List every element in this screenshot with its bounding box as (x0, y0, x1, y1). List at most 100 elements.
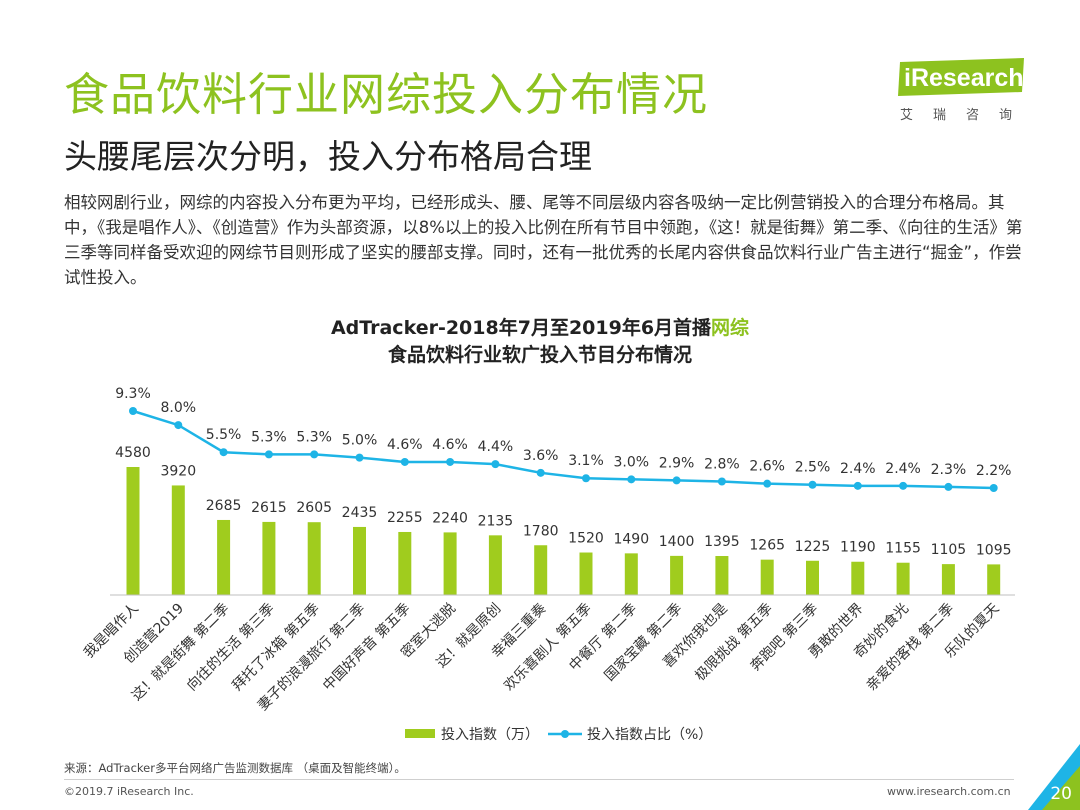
line-value-label: 5.3% (296, 429, 332, 445)
chart-title-main: AdTracker-2018年7月至2019年6月首播 (330, 317, 712, 339)
line-layer (129, 407, 998, 492)
category-label: 中国好声音 第五季 (319, 600, 413, 694)
line-point (129, 407, 137, 415)
line-value-label: 3.6% (523, 448, 559, 464)
line-value-label: 4.6% (387, 437, 423, 453)
body-paragraph: 相较网剧行业，网综的内容投入分布更为平均，已经形成头、腰、尾等不同层级内容各吸纳… (64, 193, 1023, 287)
line-point (264, 450, 273, 459)
bar-value-label: 2240 (432, 510, 468, 526)
chart-legend: 投入指数（万） 投入指数占比（%） (405, 727, 712, 743)
line-value-label: 4.6% (432, 437, 468, 453)
line-value-label: 2.9% (659, 455, 695, 471)
bar-value-label: 1520 (568, 531, 604, 547)
bar-value-label: 3920 (160, 463, 196, 479)
bar-value-label: 2605 (296, 500, 332, 516)
bars-layer (126, 467, 1001, 595)
line-value-label: 2.2% (976, 463, 1012, 479)
bar (217, 519, 231, 595)
bar (579, 552, 593, 595)
bar (488, 535, 502, 595)
line-point (717, 477, 726, 486)
line-value-label: 4.4% (478, 439, 514, 455)
bar-value-label: 1400 (659, 534, 695, 550)
bar-value-label: 1395 (704, 534, 740, 550)
bar-value-label: 2685 (206, 498, 242, 514)
line-point (627, 475, 636, 484)
page-number: 20 (1050, 784, 1072, 804)
bar (896, 562, 910, 595)
website-link[interactable]: www.iresearch.com.cn (887, 785, 1011, 798)
line-value-label: 2.4% (840, 461, 876, 477)
bar (398, 531, 412, 595)
line-point (491, 460, 500, 469)
line-value-label: 9.3% (115, 386, 151, 402)
bar-value-label: 2615 (251, 500, 287, 516)
line-point (853, 481, 862, 490)
bar (443, 532, 457, 595)
bar (262, 521, 276, 595)
footer-divider (64, 779, 1014, 780)
line-point (672, 476, 681, 485)
line-point (763, 479, 772, 488)
bar (353, 526, 366, 595)
logo-cn-text: 艾瑞咨询 (900, 108, 1033, 123)
line-point (808, 480, 817, 489)
chart-title-line1: AdTracker-2018年7月至2019年6月首播网综 (0, 313, 1080, 340)
line-value-label: 2.5% (795, 460, 831, 476)
category-label: 向往的生活 第三季 (183, 600, 277, 694)
line-value-label: 8.0% (161, 400, 197, 416)
bar (715, 556, 729, 595)
bar (987, 564, 1001, 595)
bar-value-label: 1095 (976, 542, 1012, 558)
bar-value-label: 1155 (885, 541, 921, 557)
line-point (582, 474, 590, 483)
bar-value-label: 2435 (342, 505, 378, 521)
bar (534, 545, 548, 595)
bar (171, 485, 185, 595)
logo-wordmark: iResearch (898, 58, 1024, 96)
line-point (536, 468, 545, 477)
line-point (174, 421, 183, 430)
page-title: 食品饮料行业网综投入分布情况 (64, 68, 709, 121)
bar-value-label: 2135 (478, 513, 514, 529)
line-value-label: 3.0% (614, 454, 650, 470)
chart-title-highlight: 网综 (711, 317, 750, 339)
line-value-label: 5.0% (342, 433, 378, 449)
bar-value-label: 1105 (931, 542, 967, 558)
bar-value-label: 4580 (115, 445, 151, 461)
iresearch-logo: iResearch 艾瑞咨询 (892, 58, 1032, 124)
legend-bar-swatch (405, 729, 435, 738)
bar-value-label: 1265 (749, 538, 785, 554)
category-label: 欢乐喜剧人 第五季 (500, 600, 594, 694)
bar (126, 467, 140, 595)
bar (670, 555, 684, 595)
legend-line-label: 投入指数占比（%） (587, 727, 712, 743)
bar (806, 560, 819, 595)
bar (941, 564, 955, 595)
page-corner-decoration (1028, 744, 1080, 810)
share-line (132, 409, 994, 490)
line-value-label: 2.6% (749, 459, 785, 475)
line-point (310, 450, 319, 459)
line-value-label: 2.3% (931, 462, 967, 478)
source-note: 来源：AdTracker多平台网络广告监测数据库 （桌面及智能终端）。 (64, 761, 406, 775)
line-point (446, 457, 455, 466)
bar-value-label: 1490 (613, 531, 649, 547)
bar (624, 553, 638, 595)
chart-title-line2: 食品饮料行业软广投入节目分布情况 (387, 344, 692, 366)
category-label: 极限挑战 第五季 (692, 600, 776, 684)
line-point (944, 482, 953, 491)
line-value-label: 2.4% (885, 461, 921, 477)
line-point (400, 457, 409, 466)
legend-line-marker (561, 730, 569, 738)
bar-value-label: 1780 (523, 523, 559, 539)
bar (307, 522, 321, 595)
bar (851, 561, 865, 595)
category-label: 亲爱的客栈 第二季 (863, 600, 957, 694)
line-point (989, 484, 998, 492)
bar (760, 559, 774, 595)
logo-en-text: iResearch (904, 64, 1024, 92)
category-label: 国家宝藏 第二季 (601, 600, 685, 684)
line-value-label: 3.1% (568, 453, 604, 469)
